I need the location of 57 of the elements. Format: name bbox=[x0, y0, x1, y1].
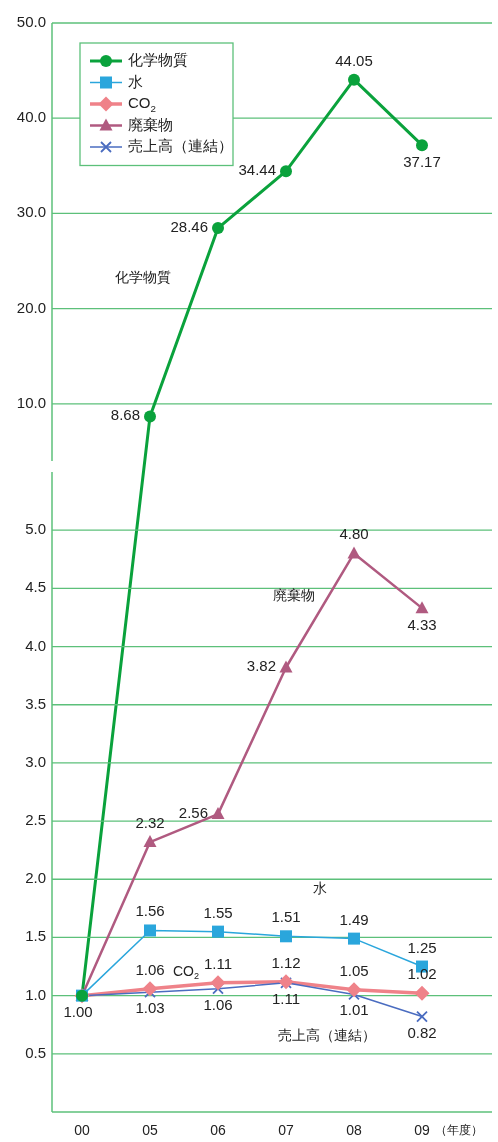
y-tick-label: 20.0 bbox=[16, 298, 46, 316]
data-label: 28.46 bbox=[170, 218, 208, 236]
y-tick-label: 3.0 bbox=[25, 752, 46, 770]
data-label: 1.05 bbox=[339, 961, 369, 979]
y-tick-label: 2.5 bbox=[25, 811, 46, 829]
legend-label: 化学物質 bbox=[128, 50, 188, 68]
data-label: 34.44 bbox=[238, 161, 276, 179]
y-tick-label: 4.5 bbox=[25, 578, 46, 596]
data-label: 1.01 bbox=[339, 1001, 369, 1019]
data-label: 1.56 bbox=[135, 902, 165, 920]
y-tick-label: 2.0 bbox=[25, 869, 46, 887]
y-tick-label: 1.0 bbox=[25, 985, 46, 1003]
data-label: 1.03 bbox=[135, 999, 165, 1017]
y-tick-label: 3.5 bbox=[25, 694, 46, 712]
series-label: 廃棄物 bbox=[273, 587, 315, 604]
x-tick-label: 05 bbox=[142, 1121, 158, 1138]
y-tick-label: 50.0 bbox=[16, 12, 46, 30]
data-label: 0.82 bbox=[407, 1023, 437, 1041]
y-tick-label: 4.0 bbox=[25, 636, 46, 654]
x-tick-label: 06 bbox=[210, 1121, 226, 1138]
data-label: 1.55 bbox=[203, 903, 233, 921]
data-label: 2.56 bbox=[178, 804, 208, 822]
x-axis-title: （年度） bbox=[435, 1123, 483, 1138]
data-label: 3.82 bbox=[246, 657, 276, 675]
y-tick-label: 40.0 bbox=[16, 108, 46, 126]
x-tick-label: 07 bbox=[278, 1121, 294, 1138]
y-tick-label: 5.0 bbox=[25, 520, 46, 538]
legend-label: CO$_{2}$ bbox=[128, 93, 156, 115]
data-label: 1.06 bbox=[135, 960, 165, 978]
x-tick-label: 08 bbox=[346, 1121, 362, 1138]
data-label: 1.02 bbox=[407, 965, 437, 983]
y-tick-label: 1.5 bbox=[25, 927, 46, 945]
legend-label: 売上高（連結） bbox=[128, 136, 233, 154]
x-tick-label: 09 bbox=[414, 1121, 430, 1138]
data-label: 1.51 bbox=[271, 908, 301, 926]
y-tick-label: 10.0 bbox=[16, 393, 46, 411]
data-label: 1.11 bbox=[203, 954, 233, 972]
data-label: 1.49 bbox=[339, 910, 369, 928]
text: 化学物質 bbox=[115, 269, 171, 286]
series-label: CO$_{2}$ bbox=[172, 962, 200, 982]
data-label: 1.00 bbox=[63, 1002, 93, 1020]
data-label: 44.05 bbox=[335, 51, 373, 69]
data-label: 1.06 bbox=[203, 995, 233, 1013]
data-label: 37.17 bbox=[403, 153, 441, 171]
data-label: 2.32 bbox=[135, 814, 165, 832]
data-label: 1.12 bbox=[271, 953, 301, 971]
data-label: 4.80 bbox=[339, 525, 369, 543]
series-label: 売上高（連結） bbox=[278, 1026, 376, 1043]
legend-label: 廃棄物 bbox=[128, 115, 173, 133]
text: 水 bbox=[313, 879, 327, 896]
data-label: 8.68 bbox=[110, 406, 140, 424]
x-tick-label: 00 bbox=[74, 1121, 90, 1138]
y-tick-label: 30.0 bbox=[16, 203, 46, 221]
legend-label: 水 bbox=[128, 72, 143, 90]
data-label: 4.33 bbox=[407, 616, 437, 634]
y-tick-label: 0.5 bbox=[25, 1043, 46, 1061]
data-label: 1.25 bbox=[407, 938, 437, 956]
